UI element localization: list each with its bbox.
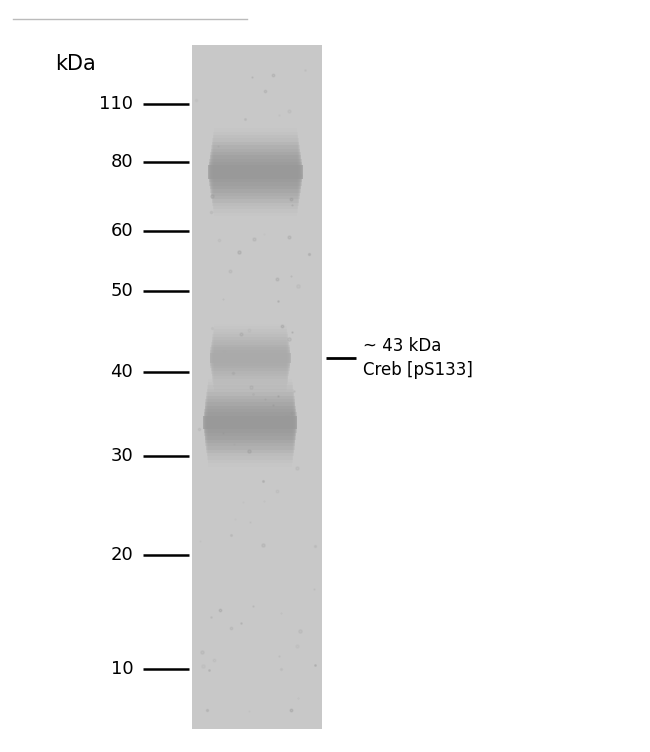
Bar <box>205 406 296 439</box>
Bar <box>212 337 289 379</box>
Bar <box>211 149 300 196</box>
Bar <box>211 347 290 368</box>
Text: 60: 60 <box>111 222 133 240</box>
Bar <box>203 412 297 433</box>
Bar <box>206 396 294 450</box>
Bar <box>207 393 294 453</box>
Bar <box>207 389 294 456</box>
Text: ~ 43 kDa: ~ 43 kDa <box>363 337 441 355</box>
Text: 80: 80 <box>111 153 133 171</box>
Text: 30: 30 <box>111 447 133 465</box>
Text: Creb [pS133]: Creb [pS133] <box>363 361 473 379</box>
Bar <box>210 155 301 189</box>
Text: 20: 20 <box>111 546 133 564</box>
Bar <box>204 409 296 436</box>
Bar <box>213 132 298 213</box>
Bar <box>209 353 291 363</box>
Bar <box>210 350 291 365</box>
Bar <box>213 334 288 382</box>
Bar <box>214 326 287 390</box>
Text: kDa: kDa <box>55 54 96 74</box>
Bar <box>208 165 303 179</box>
Bar <box>213 329 287 387</box>
Bar <box>203 416 298 429</box>
Bar <box>208 379 292 466</box>
Bar <box>212 142 299 202</box>
Bar <box>203 416 298 429</box>
Bar <box>213 135 298 210</box>
Bar <box>205 399 295 447</box>
Bar <box>213 332 287 384</box>
Bar <box>209 159 302 186</box>
Bar <box>209 353 291 363</box>
Bar <box>211 342 289 374</box>
Bar <box>214 323 287 393</box>
Bar <box>192 45 322 729</box>
Bar <box>212 340 289 376</box>
Bar <box>205 402 296 443</box>
Bar <box>212 138 299 206</box>
Text: 10: 10 <box>111 660 133 678</box>
Bar <box>209 162 302 182</box>
Bar <box>211 145 300 199</box>
Bar <box>208 165 303 179</box>
Text: 40: 40 <box>111 363 133 381</box>
Text: 50: 50 <box>111 282 133 300</box>
Bar <box>207 386 293 460</box>
Bar <box>211 344 290 371</box>
Bar <box>210 152 301 193</box>
Bar <box>208 382 292 463</box>
Bar <box>213 128 298 217</box>
Text: 110: 110 <box>99 95 133 113</box>
